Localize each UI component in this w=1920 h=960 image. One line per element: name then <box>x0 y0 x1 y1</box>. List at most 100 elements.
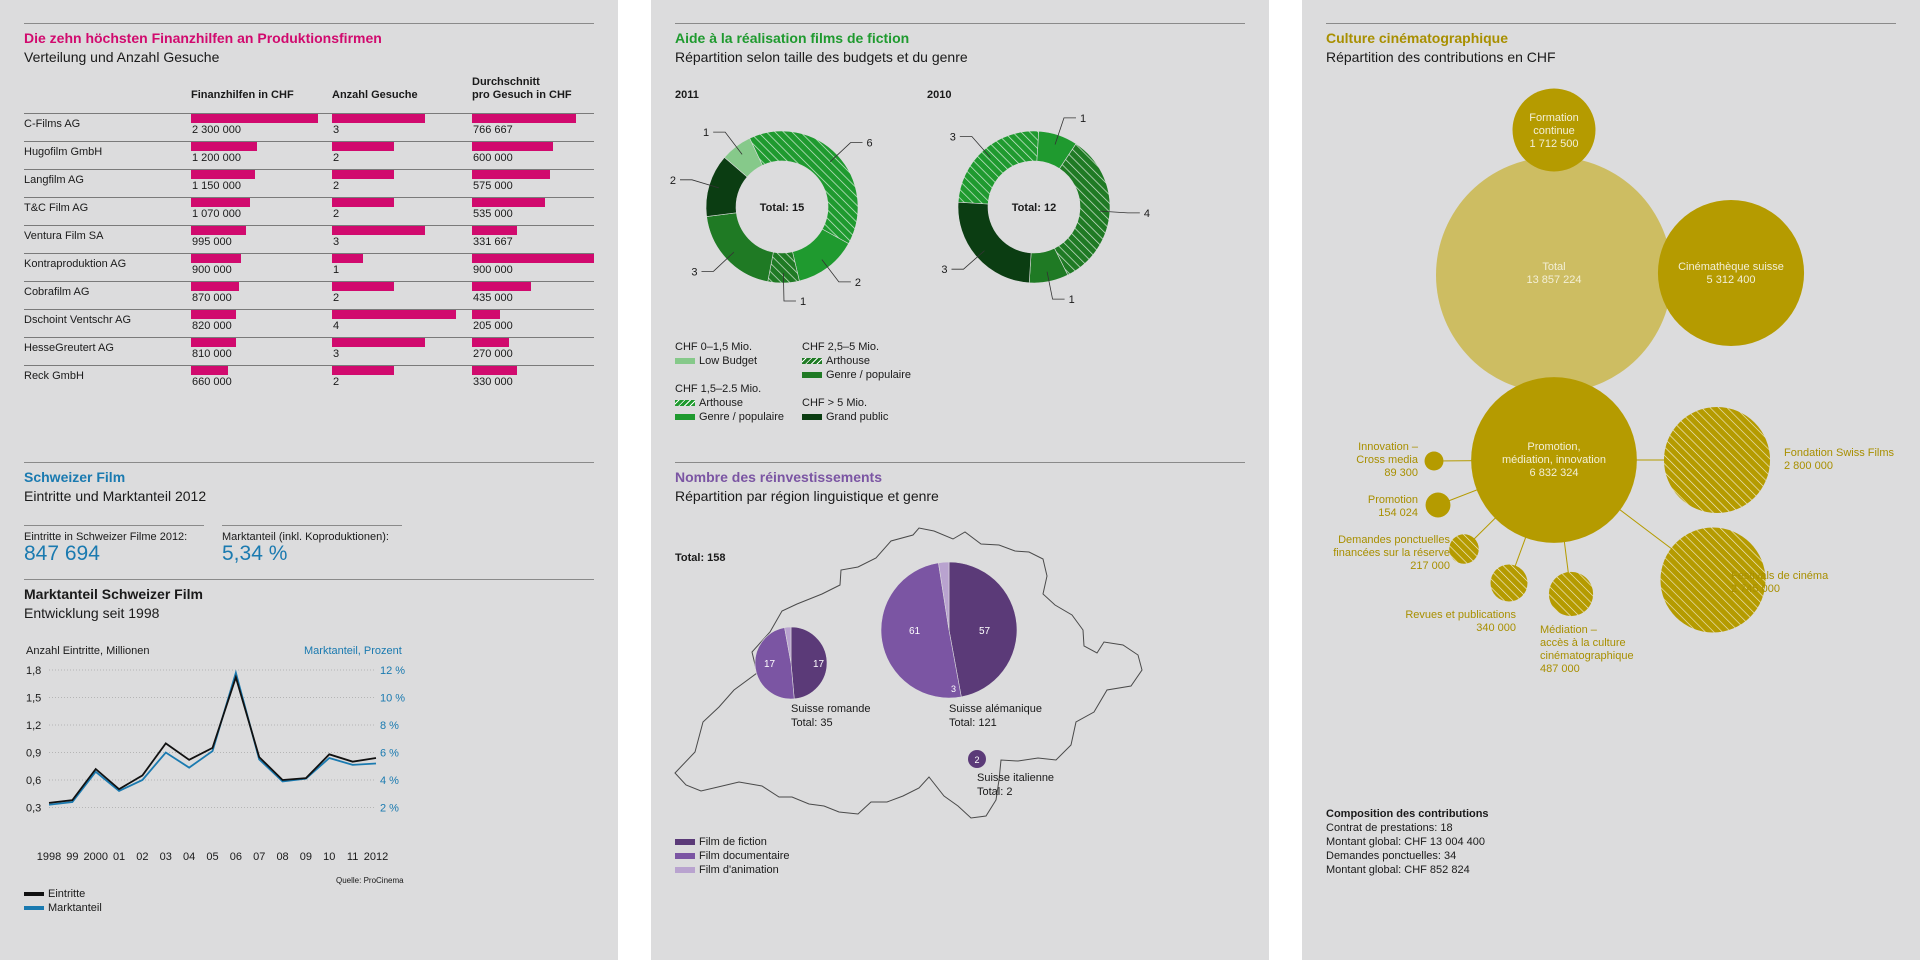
y-tick-right: 10 % <box>380 693 405 705</box>
col-header-funding: Finanzhilfen in CHF <box>191 89 294 101</box>
value-bar <box>191 282 239 291</box>
culture-title: Culture cinématographique <box>1326 30 1509 46</box>
bubble-formation <box>1512 88 1596 172</box>
bubble-label: Festivals de cinéma <box>1731 570 1829 582</box>
legend-group-label: CHF 0–1,5 Mio. <box>675 341 753 353</box>
romande-pie-slice <box>790 626 828 700</box>
alemanique-pie-slice <box>938 561 950 631</box>
col-header-average-1: Durchschnitt <box>472 76 540 88</box>
value-label: 205 000 <box>473 320 513 332</box>
composition-line: Contrat de prestations: 18 <box>1326 822 1453 834</box>
value-bar <box>191 254 241 263</box>
x-tick-label: 01 <box>113 851 125 863</box>
company-name: Cobrafilm AG <box>24 286 90 298</box>
divider <box>24 462 594 463</box>
funding-title: Die zehn höchsten Finanzhilfen an Produk… <box>24 30 382 46</box>
bubble-satellite <box>1660 527 1766 633</box>
legend-swatch <box>675 839 695 846</box>
value-bar <box>332 338 425 347</box>
value-label: 3 <box>333 124 340 136</box>
x-tick-label: 09 <box>300 851 312 863</box>
value-label: 660 000 <box>192 376 232 388</box>
value-bar <box>332 366 394 375</box>
x-tick-label: 04 <box>183 851 195 863</box>
bubble-label: 5 312 400 <box>1707 274 1756 286</box>
value-bar <box>191 338 236 347</box>
legend-item: Arthouse <box>802 355 870 367</box>
value-label: 1 070 000 <box>192 208 241 220</box>
bubble-label: Fondation Swiss Films <box>1784 447 1895 459</box>
legend-item: Arthouse <box>675 397 743 409</box>
value-label: 2 <box>333 292 340 304</box>
value-label: 2 <box>333 208 340 220</box>
y-tick-right: 12 % <box>380 665 405 677</box>
romande-pie-slice <box>784 626 792 664</box>
divider <box>1326 23 1896 24</box>
pie-value-label: 17 <box>764 659 776 670</box>
legend-swatch <box>802 414 822 421</box>
value-bar <box>332 282 394 291</box>
legend-item: Film d'animation <box>675 864 779 876</box>
company-name: Hugofilm GmbH <box>24 146 103 158</box>
romande-pie-slice <box>754 627 795 700</box>
donut-year-2011: 2011 <box>675 89 699 101</box>
y-tick-left: 0,3 <box>26 803 41 815</box>
leader-line <box>821 259 851 283</box>
funding-subtitle: Verteilung und Anzahl Gesuche <box>24 49 220 65</box>
legend-label: Eintritte <box>48 888 86 900</box>
x-tick-label: 03 <box>160 851 172 863</box>
legend-label: Low Budget <box>699 355 758 367</box>
value-bar <box>332 142 394 151</box>
legend-label: Genre / populaire <box>699 411 784 423</box>
pie-value-label: 61 <box>909 626 921 637</box>
donut-slice <box>724 137 763 178</box>
value-bar <box>332 254 363 263</box>
value-bar <box>191 198 250 207</box>
company-name: Kontraproduktion AG <box>24 258 127 270</box>
bubble-label: Formation <box>1529 112 1579 124</box>
alemanique-pie-slice <box>880 562 962 699</box>
pie-value-label: 17 <box>813 659 825 670</box>
value-bar <box>332 198 394 207</box>
value-bar <box>472 310 500 319</box>
table-row-rule <box>24 337 594 338</box>
value-label: 2 <box>333 152 340 164</box>
value-label: 535 000 <box>473 208 513 220</box>
bubble-satellite <box>1449 534 1479 564</box>
bubble-satellite <box>1663 406 1771 514</box>
market-share-line-chart: 0,3 0,6 0,9 1,2 1,5 1,8 2 % 4 % 6 % 8 % 10 % 12 % 19… <box>26 665 405 863</box>
col-header-requests: Anzahl Gesuche <box>332 89 418 101</box>
leader-line <box>1046 271 1065 300</box>
fiction-donut-charts: 6 2 1 3 2 1 Total: 15 3 1 4 1 3 Total: 12 <box>670 113 1150 308</box>
divider <box>675 23 1245 24</box>
y-tick-left: 0,9 <box>26 748 41 760</box>
admissions-value: 847 694 <box>24 542 100 565</box>
bubble-label: Médiation – <box>1540 624 1598 636</box>
x-tick-label: 99 <box>66 851 78 863</box>
value-bar <box>191 226 246 235</box>
divider <box>24 579 594 580</box>
bubble-label: 89 300 <box>1384 467 1418 479</box>
legend-item: Genre / populaire <box>675 411 784 423</box>
legend-swatch <box>802 358 822 365</box>
right-axis-label: Marktanteil, Prozent <box>304 645 402 657</box>
value-label: 820 000 <box>192 320 232 332</box>
market-chart-title: Marktanteil Schweizer Film <box>24 586 203 602</box>
table-row-rule <box>24 225 594 226</box>
legend-swatch <box>802 372 822 379</box>
languages-total: Total: 158 <box>675 552 726 564</box>
composition-line: Montant global: CHF 852 824 <box>1326 864 1470 876</box>
legend-label: Film d'animation <box>699 864 779 876</box>
market-chart-subtitle: Entwicklung seit 1998 <box>24 605 160 621</box>
value-bar <box>191 310 236 319</box>
value-bar <box>332 170 394 179</box>
middle-panel: Aide à la réalisation films de fiction R… <box>651 0 1269 960</box>
leader-line <box>680 179 719 189</box>
value-label: 2 300 000 <box>192 124 241 136</box>
company-name: C-Films AG <box>24 118 81 130</box>
y-tick-left: 0,6 <box>26 775 41 787</box>
bubble-label: Cinémathèque suisse <box>1678 261 1784 273</box>
y-tick-left: 1,8 <box>26 665 41 677</box>
divider <box>24 525 204 526</box>
